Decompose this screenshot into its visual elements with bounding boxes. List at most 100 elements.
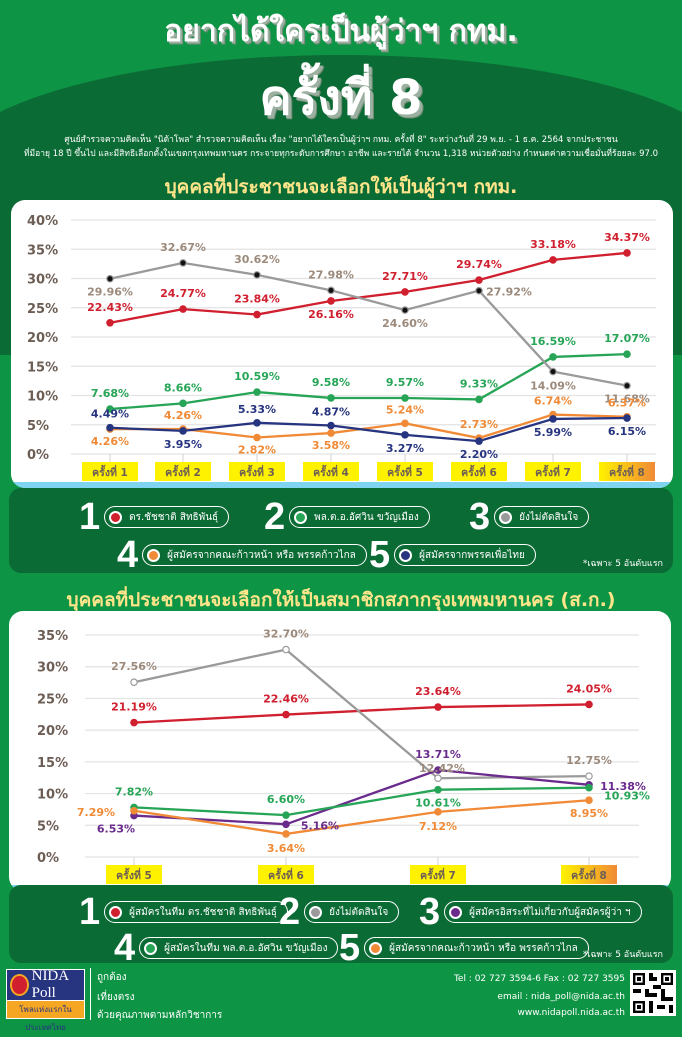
data-label: 27.71% xyxy=(382,270,428,283)
x-tick-label: ครั้งที่ 8 xyxy=(609,464,645,479)
nida-poll-logo: NIDA Poll โพลแห่งแรกในประเทศไทย xyxy=(6,968,85,1032)
data-label: 3.27% xyxy=(386,442,424,455)
data-point xyxy=(475,276,483,284)
series-line xyxy=(109,261,628,387)
data-label: 5.99% xyxy=(534,426,572,439)
data-label: 5.16% xyxy=(301,819,339,832)
data-point xyxy=(253,271,261,279)
purple-dot-icon xyxy=(449,905,463,919)
chart1-baseband xyxy=(11,482,673,488)
x-tick-badge xyxy=(377,462,433,481)
qr-code-icon[interactable] xyxy=(630,970,676,1016)
legend2-item-2: 2 ยังไม่ตัดสินใจ xyxy=(279,893,400,931)
data-point xyxy=(253,419,261,427)
footer-motto-3: ด้วยคุณภาพตามหลักวิชาการ xyxy=(97,1010,223,1021)
data-label: 29.74% xyxy=(456,258,502,271)
x-tick-badge xyxy=(106,865,162,884)
data-label: 12.42% xyxy=(419,762,465,775)
legend1-item-3: 3 ยังไม่ตัดสินใจ xyxy=(469,498,590,536)
data-point xyxy=(327,286,335,295)
data-label: 27.98% xyxy=(308,268,354,281)
x-tick-badge xyxy=(303,462,359,481)
data-point xyxy=(549,415,557,423)
data-label: 7.68% xyxy=(91,387,129,400)
data-label: 6.53% xyxy=(97,823,135,836)
footer-email[interactable]: email : nida_poll@nida.ac.th xyxy=(497,992,625,1002)
x-tick-badge xyxy=(561,865,617,884)
description-line-2: ที่มีอายุ 18 ปี ขึ้นไป และมีสิทธิเลือกตั… xyxy=(23,149,659,159)
data-point xyxy=(623,350,631,358)
data-point xyxy=(401,394,409,402)
legend2-item-1: 1 ผู้สมัครในทีม ดร.ชัชชาติ สิทธิพันธุ์ xyxy=(79,893,288,931)
data-label: 29.96% xyxy=(87,286,133,299)
legend2-item-4: 4 ผู้สมัครในทีม พล.ต.อ.อัศวิน ขวัญเมือง xyxy=(114,929,339,967)
chart2-panel: 0% 5% 10% 15% 20% 25% 30% 35% ครั้งที่ 5 ครั้งที่… xyxy=(9,611,671,891)
data-label: 33.18% xyxy=(530,238,576,251)
y-tick-label: 10% xyxy=(27,390,58,405)
x-tick-label: ครั้งที่ 8 xyxy=(571,867,607,882)
data-label: 26.16% xyxy=(308,308,354,321)
data-label: 23.84% xyxy=(234,293,280,306)
data-label: 12.75% xyxy=(566,754,612,767)
series-line xyxy=(133,786,590,817)
data-label: 5.24% xyxy=(386,403,424,416)
data-label: 2.20% xyxy=(460,448,498,461)
data-label: 24.77% xyxy=(160,287,206,300)
gray-dot-icon xyxy=(309,905,323,919)
x-tick-label: ครั้งที่ 5 xyxy=(387,464,423,479)
data-label: 7.12% xyxy=(419,820,457,833)
data-point xyxy=(282,811,290,819)
data-point xyxy=(282,645,290,654)
red-dot-icon xyxy=(109,905,123,919)
data-label: 14.09% xyxy=(530,380,576,393)
data-label: 16.59% xyxy=(530,335,576,348)
green-dot-icon xyxy=(144,941,158,955)
data-label: 4.49% xyxy=(91,408,129,421)
data-point xyxy=(434,808,442,816)
x-tick-label: ครั้งที่ 5 xyxy=(116,867,152,882)
x-tick-label: ครั้งที่ 6 xyxy=(268,867,304,882)
x-tick-label: ครั้งที่ 2 xyxy=(165,464,201,479)
series-line xyxy=(109,352,628,411)
data-label: 7.29% xyxy=(77,806,115,819)
data-label: 22.46% xyxy=(263,693,309,706)
footer-website[interactable]: www.nidapoll.nida.ac.th xyxy=(517,1008,625,1018)
data-label: 6.74% xyxy=(534,395,572,408)
data-point xyxy=(401,306,409,314)
orange-dot-icon xyxy=(147,548,161,562)
y-tick-label: 15% xyxy=(37,756,68,771)
data-label: 21.19% xyxy=(111,701,157,714)
y-tick-label: 30% xyxy=(37,661,68,676)
footer-divider xyxy=(90,968,91,1020)
footer-tel-fax: Tel : 02 727 3594-6 Fax : 02 727 3595 xyxy=(453,974,625,984)
data-point xyxy=(585,700,593,709)
data-point xyxy=(282,710,290,719)
y-tick-label: 5% xyxy=(37,819,59,834)
data-point xyxy=(282,820,290,829)
data-point xyxy=(282,830,290,838)
chart1-panel: 0% 5% 10% 15% 20% 25% 30% 35% 40% ครั้งที่ 1 ครั้ง… xyxy=(11,200,673,488)
y-tick-label: 5% xyxy=(27,419,49,434)
x-tick-label: ครั้งที่ 6 xyxy=(461,464,497,479)
x-tick-badge xyxy=(229,462,285,481)
data-point xyxy=(434,774,442,783)
data-label: 17.07% xyxy=(604,332,650,345)
y-tick-label: 20% xyxy=(37,724,68,739)
y-tick-label: 35% xyxy=(27,243,58,258)
data-label: 23.64% xyxy=(415,685,461,698)
data-point xyxy=(130,718,138,727)
x-tick-badge xyxy=(451,462,507,481)
y-tick-label: 25% xyxy=(27,302,58,317)
data-label: 9.33% xyxy=(460,377,498,390)
page-subtitle-round: ครั้งที่ 8 xyxy=(259,70,423,126)
series-line xyxy=(109,416,628,443)
data-label: 24.05% xyxy=(566,682,612,695)
data-label: 2.82% xyxy=(238,444,276,457)
data-label: 3.64% xyxy=(267,842,305,855)
data-label: 8.95% xyxy=(570,807,608,820)
x-tick-label: ครั้งที่ 3 xyxy=(239,464,275,479)
data-point xyxy=(434,785,442,794)
data-point xyxy=(585,772,593,780)
data-point xyxy=(327,394,335,402)
data-point xyxy=(327,297,335,305)
